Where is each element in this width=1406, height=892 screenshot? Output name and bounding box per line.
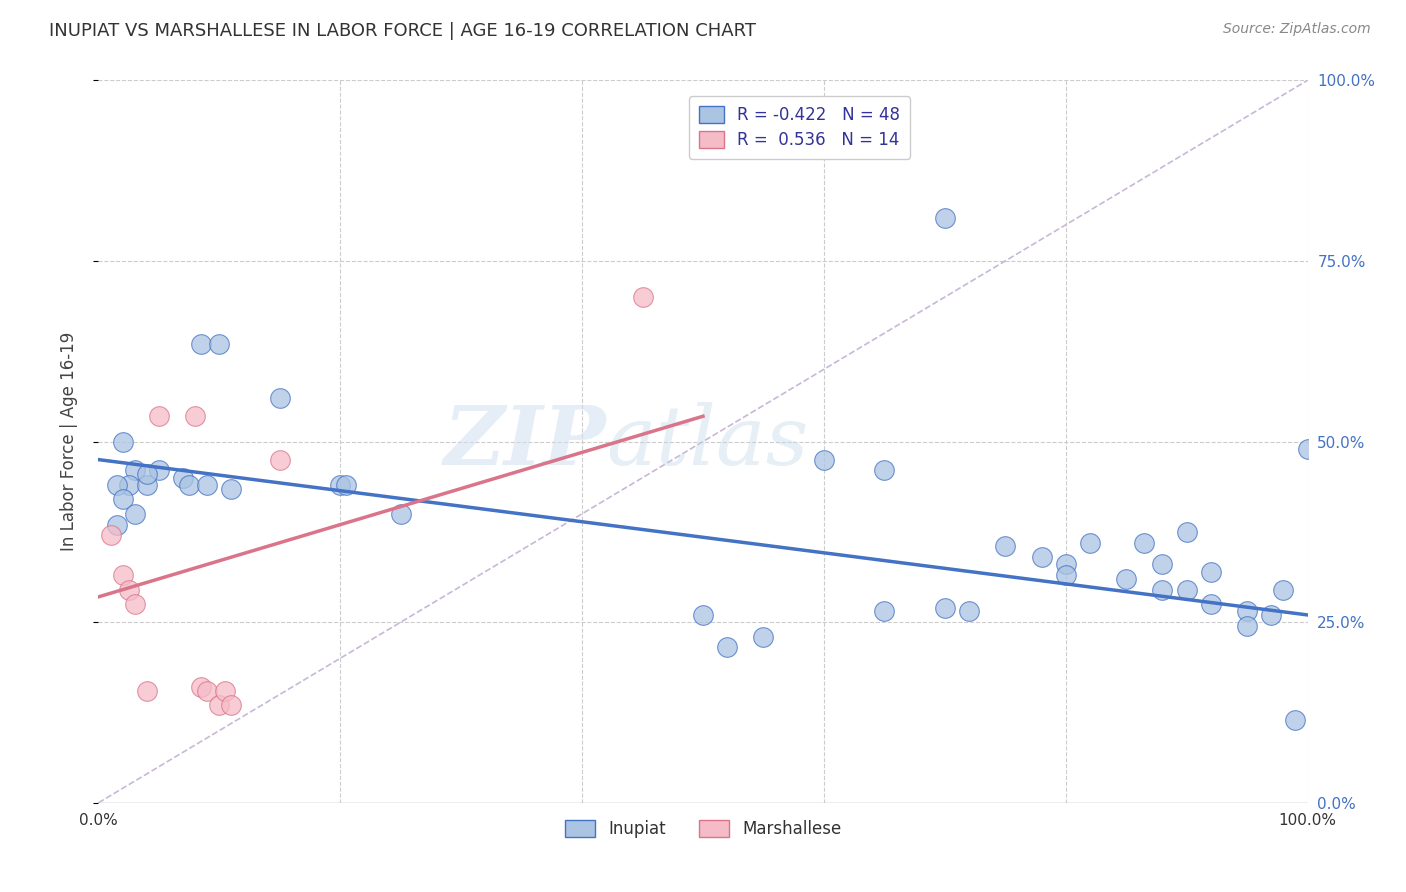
Point — [195, 683, 218, 698]
Point — [190, 680, 212, 694]
Point — [1054, 568, 1077, 582]
Point — [1236, 619, 1258, 633]
Point — [934, 211, 956, 225]
Point — [111, 568, 134, 582]
Text: ZIP: ZIP — [444, 401, 606, 482]
Point — [752, 630, 775, 644]
Point — [1054, 558, 1077, 572]
Point — [1115, 572, 1137, 586]
Text: Source: ZipAtlas.com: Source: ZipAtlas.com — [1223, 22, 1371, 37]
Point — [1133, 535, 1156, 549]
Point — [105, 478, 128, 492]
Point — [135, 683, 157, 698]
Point — [1175, 524, 1198, 539]
Point — [111, 434, 134, 449]
Point — [1175, 582, 1198, 597]
Point — [389, 507, 412, 521]
Point — [190, 337, 212, 351]
Point — [1272, 582, 1295, 597]
Point — [269, 391, 291, 405]
Point — [873, 604, 896, 618]
Point — [172, 470, 194, 484]
Text: INUPIAT VS MARSHALLESE IN LABOR FORCE | AGE 16-19 CORRELATION CHART: INUPIAT VS MARSHALLESE IN LABOR FORCE | … — [49, 22, 756, 40]
Text: atlas: atlas — [606, 401, 808, 482]
Point — [111, 492, 134, 507]
Point — [221, 482, 243, 496]
Point — [148, 463, 170, 477]
Point — [1296, 442, 1319, 456]
Point — [813, 452, 835, 467]
Point — [105, 517, 128, 532]
Point — [957, 604, 980, 618]
Point — [1031, 550, 1053, 565]
Point — [195, 478, 218, 492]
Point — [184, 409, 207, 424]
Point — [716, 640, 738, 655]
Point — [1199, 565, 1222, 579]
Point — [124, 507, 146, 521]
Point — [135, 478, 157, 492]
Point — [1284, 713, 1306, 727]
Point — [631, 290, 654, 304]
Point — [1260, 607, 1282, 622]
Point — [221, 698, 243, 713]
Point — [100, 528, 122, 542]
Point — [118, 582, 141, 597]
Point — [873, 463, 896, 477]
Point — [1152, 582, 1174, 597]
Point — [118, 478, 141, 492]
Point — [179, 478, 201, 492]
Point — [335, 478, 357, 492]
Point — [329, 478, 352, 492]
Point — [692, 607, 714, 622]
Point — [1078, 535, 1101, 549]
Y-axis label: In Labor Force | Age 16-19: In Labor Force | Age 16-19 — [59, 332, 77, 551]
Point — [1152, 558, 1174, 572]
Legend: Inupiat, Marshallese: Inupiat, Marshallese — [558, 814, 848, 845]
Point — [208, 337, 231, 351]
Point — [124, 463, 146, 477]
Point — [994, 539, 1017, 553]
Point — [1236, 604, 1258, 618]
Point — [214, 683, 236, 698]
Point — [269, 452, 291, 467]
Point — [208, 698, 231, 713]
Point — [1199, 597, 1222, 611]
Point — [148, 409, 170, 424]
Point — [135, 467, 157, 481]
Point — [934, 600, 956, 615]
Point — [124, 597, 146, 611]
